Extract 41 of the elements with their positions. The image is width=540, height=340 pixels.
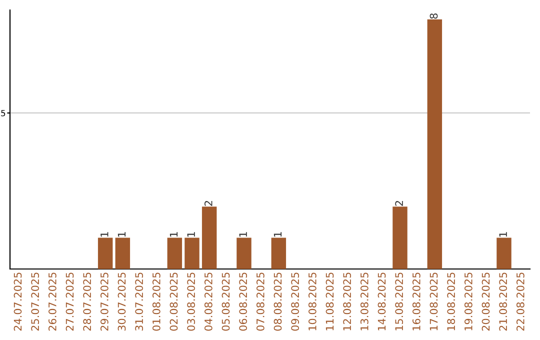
x-tick-label: 14.08.2025: [378, 272, 386, 330]
x-tick-label: 25.07.2025: [31, 272, 40, 331]
x-tick-label: 06.08.2025: [239, 272, 248, 331]
data-label: 1: [170, 232, 178, 237]
x-tick-label: 05.08.2025: [222, 272, 230, 331]
x-tick-label: 12.08.2025: [343, 272, 352, 330]
x-tick-label: 03.08.2025: [187, 272, 196, 331]
x-tick-label: 16.08.2025: [412, 272, 420, 330]
x-tick-label: 18.08.2025: [447, 272, 456, 330]
x-tick-label: 19.08.2025: [464, 272, 472, 330]
x-tick-label: 08.08.2025: [274, 272, 282, 331]
x-tick-label: 30.07.2025: [118, 272, 126, 331]
x-tick-label: 26.07.2025: [48, 272, 56, 331]
x-tick-label: 31.07.2025: [135, 272, 144, 331]
x-tick-label: 20.08.2025: [482, 272, 490, 331]
x-tick-label: 11.08.2025: [326, 272, 334, 330]
x-tick-label: 24.07.2025: [14, 272, 22, 331]
data-label: 1: [118, 232, 126, 237]
x-tick-label: 15.08.2025: [395, 272, 404, 330]
x-tick-label: 27.07.2025: [66, 272, 74, 331]
x-tick-label: 02.08.2025: [170, 272, 178, 331]
x-tick-label: 09.08.2025: [291, 272, 300, 331]
x-tick-label: 04.08.2025: [204, 272, 212, 331]
x-tick-label: 07.08.2025: [256, 272, 264, 331]
x-tick-label: 29.07.2025: [100, 272, 108, 331]
x-tick-label: 10.08.2025: [308, 272, 316, 330]
data-label: 1: [499, 232, 507, 237]
data-label: 2: [395, 201, 403, 206]
data-label: 1: [100, 232, 108, 237]
data-label: 1: [274, 232, 282, 237]
data-label: 1: [187, 232, 195, 237]
x-tick-label: 28.07.2025: [83, 272, 92, 331]
x-tick-label: 22.08.2025: [516, 272, 524, 331]
data-label: 1: [239, 232, 247, 237]
y-tick-label: 5: [1, 110, 6, 116]
x-tick-label: 21.08.2025: [499, 272, 508, 331]
x-tick-label: 01.08.2025: [152, 272, 160, 331]
x-tick-label: 13.08.2025: [360, 272, 368, 330]
data-label: 8: [430, 13, 438, 19]
data-label: 2: [204, 201, 212, 206]
x-tick-label: 17.08.2025: [430, 272, 438, 330]
